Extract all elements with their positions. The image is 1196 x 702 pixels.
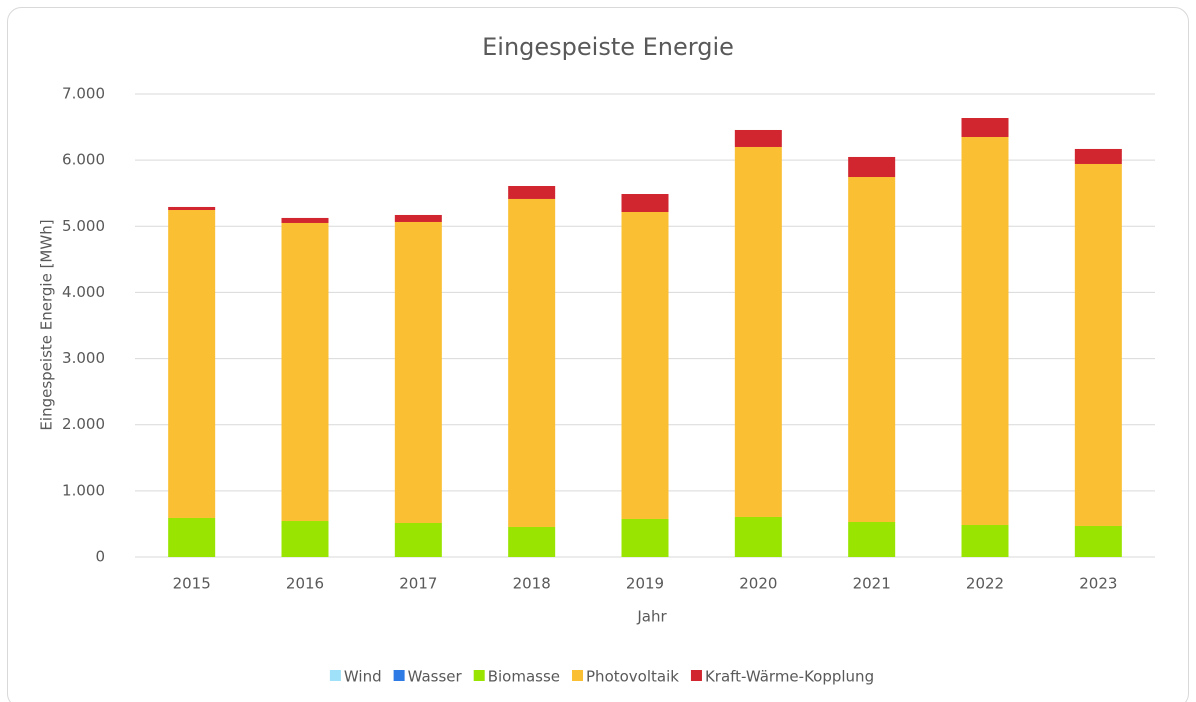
y-axis-label: Eingespeiste Energie [MWh]	[38, 219, 56, 430]
bar-segment	[848, 177, 896, 523]
x-tick-label: 2017	[399, 575, 437, 593]
x-tick-label: 2020	[739, 575, 777, 593]
chart-title: Eingespeiste Energie	[482, 33, 734, 61]
bar-segment	[394, 214, 442, 222]
bar-segment	[734, 516, 782, 557]
bar-segment	[848, 522, 896, 557]
bar-segment	[621, 518, 669, 557]
x-tick-label: 2021	[853, 575, 891, 593]
bar-segment	[281, 521, 329, 557]
bar-segment	[734, 146, 782, 517]
x-tick-label: 2022	[966, 575, 1004, 593]
bar-segment	[961, 136, 1009, 525]
legend-swatch	[329, 670, 341, 681]
legend-label: Photovoltaik	[586, 668, 679, 686]
bar-segment	[281, 217, 329, 223]
bar-segment	[281, 222, 329, 522]
bar-segment	[1074, 525, 1122, 557]
legend-label: Kraft-Wärme-Kopplung	[705, 668, 874, 686]
y-tick-label: 3.000	[62, 349, 105, 367]
bar-segment	[1074, 163, 1122, 526]
y-tick-label: 7.000	[62, 85, 105, 103]
bar-segment	[621, 211, 669, 519]
bar-segment	[734, 129, 782, 147]
x-tick-label: 2016	[286, 575, 324, 593]
y-tick-label: 5.000	[62, 217, 105, 235]
legend-swatch	[473, 670, 485, 681]
legend-swatch	[690, 670, 702, 681]
bar-segment	[168, 210, 216, 518]
legend-label: Wasser	[408, 668, 463, 686]
bar-segment	[508, 526, 556, 557]
y-tick-label: 6.000	[62, 151, 105, 169]
bar-segment	[508, 198, 556, 527]
bar-segment	[168, 206, 216, 211]
bar-segment	[961, 524, 1009, 557]
x-tick-label: 2018	[513, 575, 551, 593]
bar-segment	[1074, 148, 1122, 164]
legend-label: Wind	[344, 668, 382, 686]
bar-segment	[394, 221, 442, 524]
bar-segment	[508, 186, 556, 199]
bar-segment	[961, 118, 1009, 137]
legend-swatch	[572, 670, 584, 681]
bar-segment	[848, 156, 896, 178]
y-tick-label: 1.000	[62, 481, 105, 499]
y-tick-label: 0	[95, 548, 105, 566]
x-tick-label: 2015	[173, 575, 211, 593]
bar-segment	[168, 517, 216, 557]
x-axis-label: Jahr	[636, 608, 667, 626]
legend-swatch	[393, 670, 405, 681]
x-tick-label: 2019	[626, 575, 664, 593]
legend-label: Biomasse	[488, 668, 560, 686]
x-tick-label: 2023	[1079, 575, 1117, 593]
bar-segment	[621, 194, 669, 212]
bar-segment	[394, 523, 442, 557]
y-tick-label: 4.000	[62, 283, 105, 301]
y-tick-label: 2.000	[62, 415, 105, 433]
